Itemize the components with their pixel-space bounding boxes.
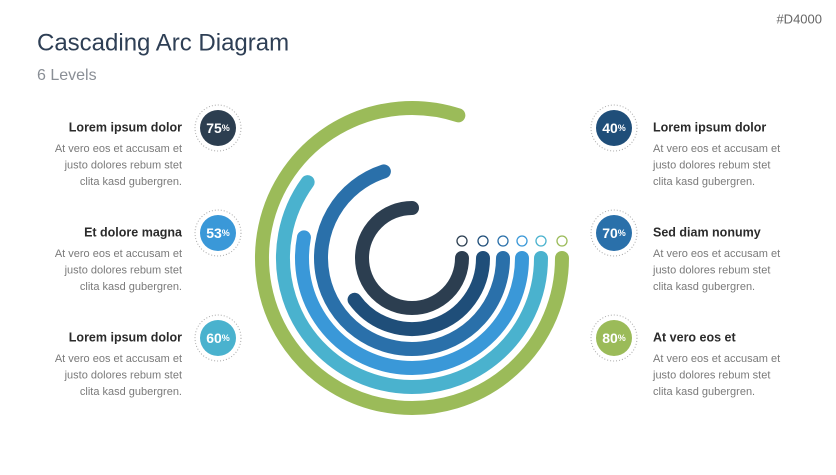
badge-unit: % bbox=[618, 123, 626, 133]
badge-value: 40% bbox=[602, 120, 626, 136]
badge-number: 80 bbox=[602, 330, 618, 346]
arc-icon bbox=[556, 235, 568, 247]
arc-icon bbox=[477, 235, 489, 247]
arc bbox=[355, 201, 469, 315]
badge-ring bbox=[194, 314, 242, 362]
slide-subtitle: 6 Levels bbox=[37, 67, 97, 84]
badge bbox=[596, 110, 632, 146]
badge-number: 75 bbox=[206, 120, 222, 136]
badge-ring bbox=[194, 104, 242, 152]
badge-ring bbox=[590, 104, 638, 152]
badge-ring bbox=[194, 209, 242, 257]
arc-icon bbox=[497, 235, 509, 247]
item-text: clita kasd gubergren. bbox=[80, 386, 182, 398]
item-title: Lorem ipsum dolor bbox=[69, 120, 182, 134]
item-text: clita kasd gubergren. bbox=[80, 281, 182, 293]
badge-value: 53% bbox=[206, 225, 230, 241]
item-title: Sed diam nonumy bbox=[653, 225, 761, 239]
item-text: justo dolores rebum stet bbox=[652, 264, 770, 276]
arc-icon bbox=[456, 235, 468, 247]
badge-unit: % bbox=[222, 333, 230, 343]
arc bbox=[314, 164, 510, 356]
item-title: At vero eos et bbox=[653, 330, 737, 344]
item-text: clita kasd gubergren. bbox=[653, 281, 755, 293]
badge-unit: % bbox=[618, 333, 626, 343]
arc-group bbox=[255, 101, 569, 415]
item-title: Et dolore magna bbox=[84, 225, 183, 239]
badge-unit: % bbox=[222, 228, 230, 238]
item-title: Lorem ipsum dolor bbox=[653, 120, 766, 134]
arc bbox=[347, 251, 490, 336]
item-text: justo dolores rebum stet bbox=[64, 159, 182, 171]
item-text: clita kasd gubergren. bbox=[653, 386, 755, 398]
item-text: At vero eos et accusam et bbox=[653, 143, 780, 155]
badge-number: 70 bbox=[602, 225, 618, 241]
arc bbox=[295, 230, 529, 375]
badge-ring bbox=[590, 314, 638, 362]
item-text: clita kasd gubergren. bbox=[653, 176, 755, 188]
badge bbox=[596, 215, 632, 251]
badge bbox=[596, 320, 632, 356]
badge-value: 75% bbox=[206, 120, 230, 136]
arc-icon bbox=[535, 235, 547, 247]
badge-number: 53 bbox=[206, 225, 222, 241]
item-text: justo dolores rebum stet bbox=[652, 159, 770, 171]
badge-unit: % bbox=[222, 123, 230, 133]
item-group: 75% Lorem ipsum dolor At vero eos et accus… bbox=[55, 104, 780, 398]
badge-value: 70% bbox=[602, 225, 626, 241]
slide-title: Cascading Arc Diagram bbox=[37, 29, 289, 56]
arc bbox=[255, 101, 569, 415]
badge-number: 60 bbox=[206, 330, 222, 346]
item-title: Lorem ipsum dolor bbox=[69, 330, 182, 344]
item-text: At vero eos et accusam et bbox=[55, 353, 182, 365]
badge bbox=[200, 215, 236, 251]
item-text: clita kasd gubergren. bbox=[80, 176, 182, 188]
badge-number: 40 bbox=[602, 120, 618, 136]
badge-unit: % bbox=[618, 228, 626, 238]
item-text: justo dolores rebum stet bbox=[64, 264, 182, 276]
item-text: At vero eos et accusam et bbox=[653, 248, 780, 260]
item-text: At vero eos et accusam et bbox=[55, 248, 182, 260]
item-text: justo dolores rebum stet bbox=[652, 369, 770, 381]
item-text: At vero eos et accusam et bbox=[653, 353, 780, 365]
item-text: justo dolores rebum stet bbox=[64, 369, 182, 381]
badge-ring bbox=[590, 209, 638, 257]
badge-value: 80% bbox=[602, 330, 626, 346]
badge bbox=[200, 320, 236, 356]
arc bbox=[276, 175, 548, 394]
slide-tag: #D4000 bbox=[776, 11, 822, 26]
item-text: At vero eos et accusam et bbox=[55, 143, 182, 155]
badge bbox=[200, 110, 236, 146]
badge-value: 60% bbox=[206, 330, 230, 346]
arc-icon bbox=[516, 235, 528, 247]
